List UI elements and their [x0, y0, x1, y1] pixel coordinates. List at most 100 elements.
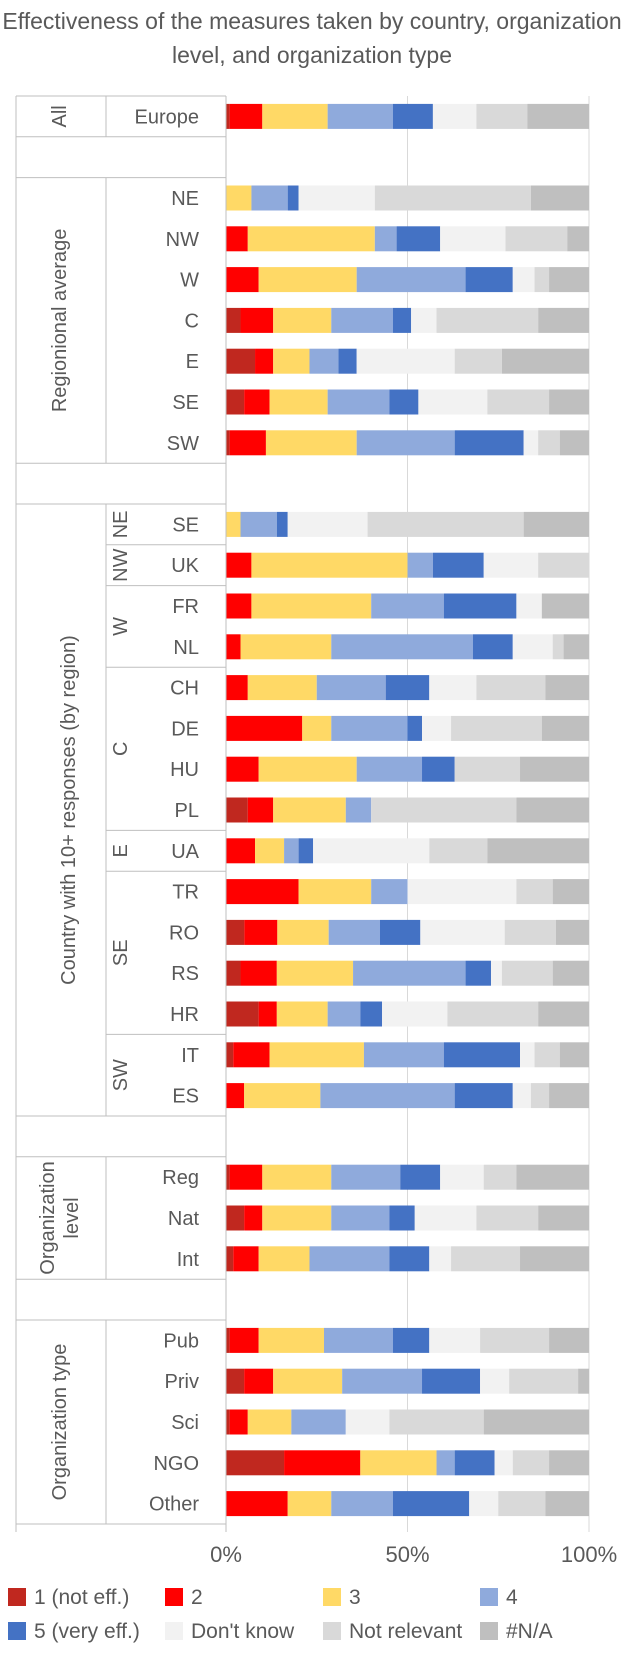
- bar-segment: [476, 675, 546, 701]
- bar-segment: [578, 1368, 589, 1394]
- category-label: NW: [166, 229, 199, 251]
- category-label: RS: [171, 963, 199, 985]
- bar-segment: [567, 226, 589, 252]
- bar-segment: [541, 715, 589, 741]
- bar-segment: [287, 185, 299, 211]
- bar-segment: [472, 634, 513, 660]
- bar-segment: [309, 348, 339, 374]
- subgroup-label: C: [110, 742, 132, 756]
- category-label: Sci: [171, 1412, 199, 1434]
- bar-segment: [512, 1083, 531, 1109]
- legend-label: #N/A: [506, 1620, 553, 1643]
- bar-segment: [534, 267, 550, 293]
- bar-segment: [512, 1450, 550, 1476]
- bar-segment: [516, 797, 589, 823]
- legend-swatch: [480, 1622, 498, 1640]
- bar-segment: [549, 389, 589, 415]
- bar-segment: [385, 675, 430, 701]
- bar-segment: [244, 1368, 274, 1394]
- legend-swatch: [165, 1622, 183, 1640]
- category-label: HR: [170, 1004, 199, 1026]
- bar-segment: [226, 797, 248, 823]
- bar-segment: [389, 1205, 415, 1231]
- bar-segment: [356, 430, 455, 456]
- category-label: RO: [169, 922, 199, 944]
- category-label: UA: [171, 841, 199, 863]
- category-label: TR: [172, 882, 199, 904]
- bar-segment: [505, 226, 568, 252]
- bar-segment: [226, 185, 252, 211]
- bar-segment: [440, 226, 506, 252]
- bar-segment: [226, 267, 259, 293]
- category-label: DE: [171, 718, 199, 740]
- bar-segment: [512, 267, 535, 293]
- bar-segment: [527, 103, 589, 129]
- bar-segment: [469, 1491, 499, 1517]
- bar-segment: [523, 430, 539, 456]
- bar-segment: [552, 634, 564, 660]
- bar-segment: [422, 1368, 481, 1394]
- bar-segment: [338, 348, 357, 374]
- bar-segment: [516, 593, 542, 619]
- category-frame: [15, 95, 227, 1532]
- bar-segment: [247, 797, 274, 823]
- category-label: UK: [171, 555, 199, 577]
- bar-segment: [483, 1164, 517, 1190]
- legend: 1 (not eff.) 2 3 4 5 (very eff.) Don't know No…: [8, 1586, 553, 1643]
- bar-segment: [371, 879, 408, 905]
- bar-segment: [443, 593, 517, 619]
- bar-segment: [407, 879, 517, 905]
- legend-item: 3: [323, 1586, 361, 1609]
- legend-label: 5 (very eff.): [34, 1620, 140, 1643]
- bar-segment: [512, 634, 553, 660]
- category-label: Pub: [163, 1330, 199, 1352]
- bar-segment: [226, 1042, 234, 1068]
- bar-segment: [273, 1368, 343, 1394]
- bar-segment: [324, 1327, 393, 1353]
- bar-segment: [530, 1083, 550, 1109]
- bar-segment: [331, 1164, 401, 1190]
- bar-segment: [454, 430, 524, 456]
- bar-segment: [420, 919, 505, 945]
- bar-segment: [501, 348, 589, 374]
- bar-segment: [226, 430, 230, 456]
- bar-segment: [552, 960, 589, 986]
- bar-segment: [258, 756, 357, 782]
- bar-segment: [454, 756, 521, 782]
- bar-segment: [258, 1327, 325, 1353]
- bar-segment: [490, 960, 502, 986]
- bar-segment: [407, 715, 423, 741]
- bar-segment: [273, 348, 310, 374]
- group-label: Country with 10+ responses (by region): [58, 635, 80, 985]
- bars: [226, 103, 589, 1517]
- bar-segment: [380, 919, 421, 945]
- bar-segment: [345, 1409, 390, 1435]
- subgroup-label: NW: [110, 548, 132, 581]
- bar-segment: [328, 919, 380, 945]
- bar-segment: [226, 1491, 288, 1517]
- bar-segment: [331, 307, 393, 333]
- bar-segment: [240, 307, 274, 333]
- bar-segment: [538, 1205, 589, 1231]
- category-label: Reg: [162, 1167, 199, 1189]
- bar-segment: [487, 838, 589, 864]
- bar-segment: [392, 307, 412, 333]
- category-label: FR: [172, 596, 199, 618]
- bar-segment: [494, 1450, 513, 1476]
- x-tick-label: 0%: [210, 1542, 242, 1567]
- bar-segment: [316, 675, 386, 701]
- bar-segment: [327, 1001, 361, 1027]
- bar-segment: [342, 1368, 423, 1394]
- bar-segment: [244, 1083, 321, 1109]
- bar-segment: [226, 1164, 230, 1190]
- bar-segment: [284, 1450, 361, 1476]
- legend-swatch: [323, 1588, 341, 1606]
- bar-segment: [251, 552, 408, 578]
- category-label: PL: [175, 800, 199, 822]
- bar-segment: [287, 511, 368, 537]
- bar-segment: [356, 756, 423, 782]
- bar-segment: [327, 389, 390, 415]
- legend-label: 2: [191, 1586, 203, 1609]
- bar-segment: [429, 675, 477, 701]
- bar-segment: [563, 634, 589, 660]
